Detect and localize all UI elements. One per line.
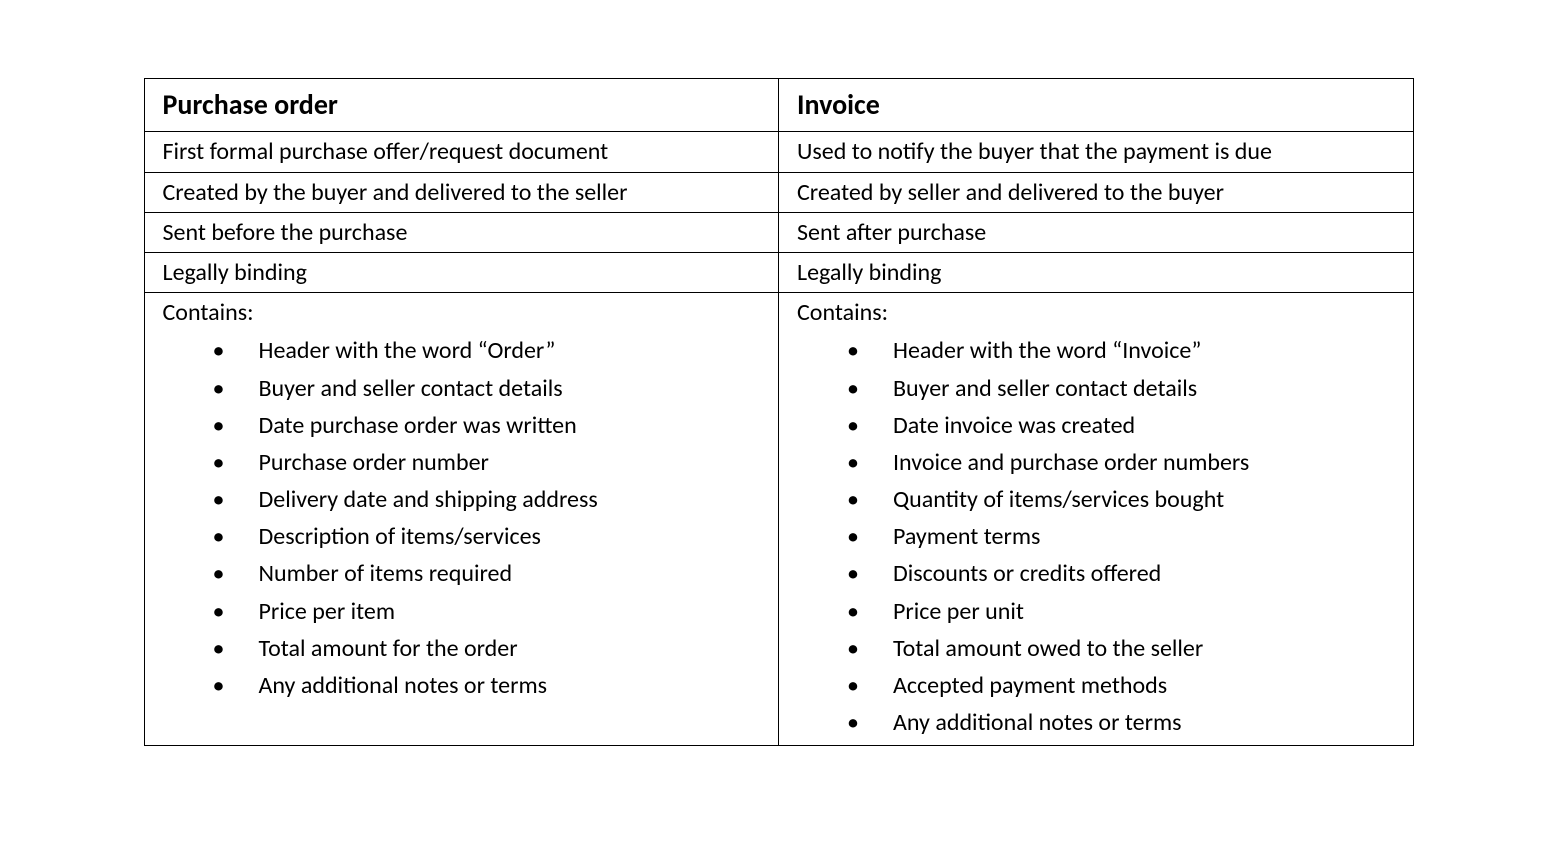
comparison-table-wrapper: Purchase order Invoice First formal purc… [144, 78, 1414, 746]
list-item: Accepted payment methods [847, 667, 1395, 704]
list-item: Header with the word “Invoice” [847, 332, 1395, 369]
invoice-contains-cell: Contains: Header with the word “Invoice”… [779, 293, 1414, 746]
comparison-table: Purchase order Invoice First formal purc… [144, 78, 1414, 746]
list-item: Discounts or credits offered [847, 555, 1395, 592]
list-item: Any additional notes or terms [847, 704, 1395, 741]
list-item: Buyer and seller contact details [847, 370, 1395, 407]
purchase-order-cell: First formal purchase offer/request docu… [144, 132, 779, 172]
list-item: Header with the word “Order” [213, 332, 761, 369]
table-header-row: Purchase order Invoice [144, 79, 1413, 132]
purchase-order-contains-list: Header with the word “Order” Buyer and s… [163, 332, 761, 704]
purchase-order-cell: Created by the buyer and delivered to th… [144, 172, 779, 212]
list-item: Quantity of items/services bought [847, 481, 1395, 518]
table-contains-row: Contains: Header with the word “Order” B… [144, 293, 1413, 746]
table-row: Sent before the purchase Sent after purc… [144, 212, 1413, 252]
invoice-cell: Sent after purchase [779, 212, 1414, 252]
purchase-order-contains-cell: Contains: Header with the word “Order” B… [144, 293, 779, 746]
list-item: Number of items required [213, 555, 761, 592]
list-item: Buyer and seller contact details [213, 370, 761, 407]
list-item: Any additional notes or terms [213, 667, 761, 704]
invoice-contains-list: Header with the word “Invoice” Buyer and… [797, 332, 1395, 741]
table-row: Legally binding Legally binding [144, 252, 1413, 292]
purchase-order-header: Purchase order [144, 79, 779, 132]
invoice-cell: Created by seller and delivered to the b… [779, 172, 1414, 212]
invoice-cell: Legally binding [779, 252, 1414, 292]
list-item: Delivery date and shipping address [213, 481, 761, 518]
list-item: Price per item [213, 593, 761, 630]
list-item: Payment terms [847, 518, 1395, 555]
invoice-header: Invoice [779, 79, 1414, 132]
list-item: Date purchase order was written [213, 407, 761, 444]
invoice-cell: Used to notify the buyer that the paymen… [779, 132, 1414, 172]
list-item: Description of items/services [213, 518, 761, 555]
list-item: Date invoice was created [847, 407, 1395, 444]
table-row: Created by the buyer and delivered to th… [144, 172, 1413, 212]
list-item: Invoice and purchase order numbers [847, 444, 1395, 481]
table-row: First formal purchase offer/request docu… [144, 132, 1413, 172]
contains-label: Contains: [797, 297, 1395, 328]
purchase-order-cell: Sent before the purchase [144, 212, 779, 252]
purchase-order-cell: Legally binding [144, 252, 779, 292]
contains-label: Contains: [163, 297, 761, 328]
list-item: Total amount owed to the seller [847, 630, 1395, 667]
list-item: Price per unit [847, 593, 1395, 630]
list-item: Purchase order number [213, 444, 761, 481]
list-item: Total amount for the order [213, 630, 761, 667]
